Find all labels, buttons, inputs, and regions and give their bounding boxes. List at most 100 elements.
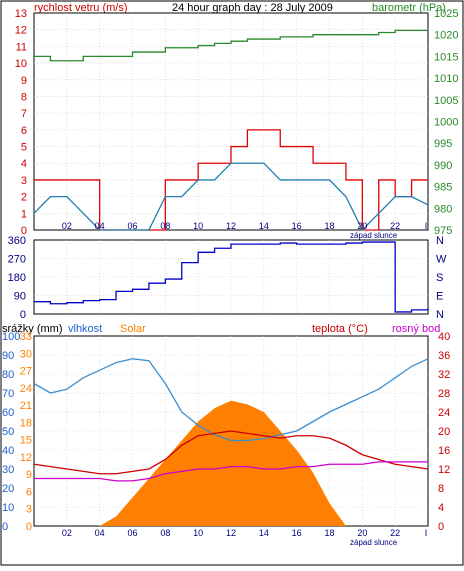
- x-tick-label: 10: [193, 528, 203, 538]
- y-tick-label-temperature: 40: [438, 331, 450, 343]
- y-tick-label-temperature: 24: [438, 407, 450, 419]
- y-tick-label-pressure: 1000: [434, 117, 458, 129]
- x-tick-label: I: [425, 221, 428, 231]
- sunset-label-top: západ slunce: [350, 231, 398, 240]
- y-tick-label-pressure: 975: [434, 225, 452, 237]
- y-tick-label-direction: 180: [8, 272, 26, 284]
- y-tick-label-wind: 6: [21, 125, 27, 137]
- bottom-label-dewpoint: rosný bod: [392, 323, 440, 335]
- x-tick-label: 12: [226, 528, 236, 538]
- y-tick-label-wind: 4: [21, 158, 27, 170]
- y-tick-label-pressure: 1015: [434, 51, 458, 63]
- x-tick-label: 08: [160, 528, 170, 538]
- x-tick-label: 02: [62, 528, 72, 538]
- y-tick-label-humidity: 30: [2, 464, 14, 476]
- y-tick-label-direction: 360: [8, 235, 26, 247]
- y-tick-label-wind: 0: [21, 225, 27, 237]
- series-direction-line: [34, 241, 429, 313]
- x-tick-label: 06: [127, 528, 137, 538]
- y-tick-label-pressure: 1025: [434, 8, 458, 20]
- y-tick-label-solar: 0: [26, 521, 32, 533]
- y-tick-label-wind: 13: [15, 8, 27, 20]
- y-tick-label-temperature: 12: [438, 464, 450, 476]
- series-wind-avg-line: [33, 162, 429, 232]
- chart-dynamic: 0123456789101112139759809859909951000100…: [2, 8, 458, 538]
- y-tick-label-wind: 10: [15, 58, 27, 70]
- x-tick-label: 08: [160, 221, 170, 231]
- y-tick-label-pressure: 990: [434, 160, 452, 172]
- y-tick-label-wind: 7: [21, 108, 27, 120]
- y-tick-label-solar: 30: [20, 348, 32, 360]
- y-tick-label-wind: 11: [16, 41, 27, 53]
- y-tick-label-temperature: 20: [438, 426, 450, 438]
- y-tick-label-solar: 18: [20, 417, 32, 429]
- y-tick-label-pressure: 995: [434, 138, 452, 150]
- series-temperature-line: [33, 430, 429, 475]
- series-pressure-line: [34, 29, 428, 62]
- y-tick-label-humidity: 10: [2, 502, 14, 514]
- series-humidity-line: [33, 358, 429, 442]
- y-tick-label-humidity: 100: [2, 331, 20, 343]
- y-tick-label-solar: 9: [26, 469, 32, 481]
- x-tick-label: 18: [324, 221, 334, 231]
- x-tick-label: 10: [193, 221, 203, 231]
- x-tick-label: 16: [292, 221, 302, 231]
- bottom-label-solar: Solar: [120, 323, 146, 335]
- direction-label: E: [436, 291, 443, 303]
- y-tick-label-temperature: 36: [438, 350, 450, 362]
- series-solar-area: [34, 400, 428, 526]
- x-tick-label: 02: [62, 221, 72, 231]
- y-tick-label-direction: 90: [14, 291, 26, 303]
- sunset-label-bottom: západ slunce: [350, 538, 398, 547]
- bottom-label-humidity: vlhkost: [68, 323, 102, 335]
- y-tick-label-pressure: 1005: [434, 95, 458, 107]
- y-tick-label-solar: 6: [26, 486, 32, 498]
- y-tick-label-wind: 2: [21, 192, 27, 204]
- top-title-right: barometr (hPa): [372, 2, 446, 14]
- y-tick-label-temperature: 28: [438, 388, 450, 400]
- y-tick-label-humidity: 70: [2, 388, 14, 400]
- direction-label: W: [436, 254, 447, 266]
- x-tick-label: 14: [259, 221, 269, 231]
- y-tick-label-humidity: 80: [2, 369, 14, 381]
- bottom-label-rain: srážky (mm): [2, 323, 63, 335]
- x-tick-label: 20: [357, 528, 367, 538]
- y-tick-label-humidity: 90: [2, 350, 14, 362]
- y-tick-label-solar: 12: [20, 452, 32, 464]
- y-tick-label-pressure: 1010: [434, 73, 458, 85]
- y-tick-label-temperature: 16: [438, 445, 450, 457]
- x-tick-label: I: [425, 528, 428, 538]
- y-tick-label-temperature: 0: [438, 521, 444, 533]
- y-tick-label-wind: 3: [21, 175, 27, 187]
- y-tick-label-solar: 27: [20, 366, 32, 378]
- y-tick-label-pressure: 1020: [434, 30, 458, 42]
- y-tick-label-solar: 21: [20, 400, 32, 412]
- series-dewpoint-line: [34, 461, 428, 482]
- x-tick-label: 04: [95, 528, 105, 538]
- x-tick-label: 12: [226, 221, 236, 231]
- y-tick-label-pressure: 980: [434, 203, 452, 215]
- direction-label: N: [436, 309, 444, 321]
- x-tick-label: 14: [259, 528, 269, 538]
- direction-label: S: [436, 272, 443, 284]
- bottom-label-temperature: teplota (°C): [312, 323, 368, 335]
- x-tick-label: 22: [390, 221, 400, 231]
- y-tick-label-wind: 8: [21, 91, 27, 103]
- x-tick-label: 20: [357, 221, 367, 231]
- y-tick-label-solar: 24: [20, 383, 32, 395]
- top-title-center: 24 hour graph day : 28 July 2009: [172, 2, 333, 14]
- y-tick-label-humidity: 60: [2, 407, 14, 419]
- x-tick-label: 18: [324, 528, 334, 538]
- y-tick-label-wind: 12: [15, 25, 27, 37]
- y-tick-label-humidity: 20: [2, 483, 14, 495]
- y-tick-label-temperature: 8: [438, 483, 444, 495]
- y-tick-label-solar: 15: [20, 435, 32, 447]
- y-tick-label-humidity: 40: [2, 445, 14, 457]
- direction-label: N: [436, 235, 444, 247]
- y-tick-label-wind: 9: [21, 75, 27, 87]
- y-tick-label-humidity: 50: [2, 426, 14, 438]
- x-tick-label: 16: [292, 528, 302, 538]
- x-tick-label: 22: [390, 528, 400, 538]
